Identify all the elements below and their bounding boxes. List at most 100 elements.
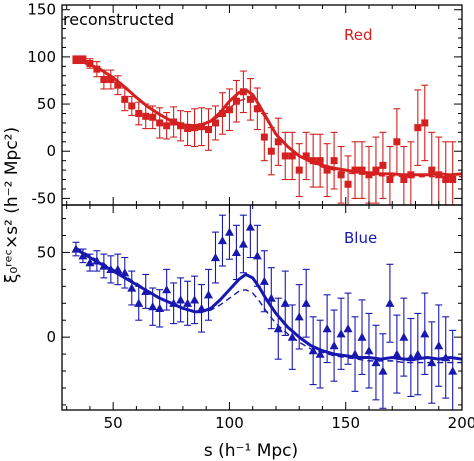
- data-point-1-37: [329, 341, 339, 350]
- data-point-0-7: [121, 95, 129, 103]
- data-point-1-33: [301, 298, 311, 307]
- x-tick-label: 50: [104, 414, 123, 432]
- data-point-0-26: [253, 105, 261, 113]
- data-point-0-45: [386, 176, 394, 184]
- y-tick-label: 0: [46, 142, 56, 160]
- data-point-1-40: [350, 349, 360, 358]
- data-point-0-2: [86, 59, 94, 67]
- data-point-1-42: [364, 346, 374, 355]
- data-point-0-20: [211, 119, 219, 127]
- data-point-0-16: [184, 125, 192, 133]
- data-point-1-26: [252, 251, 262, 260]
- data-point-0-44: [379, 161, 387, 169]
- data-point-1-38: [336, 329, 346, 338]
- data-point-0-15: [177, 122, 185, 130]
- data-point-1-18: [197, 303, 207, 312]
- series-label-red: Red: [344, 26, 373, 44]
- data-point-1-48: [406, 352, 416, 362]
- data-point-1-13: [162, 285, 172, 294]
- data-point-0-49: [414, 124, 422, 132]
- data-point-1-9: [134, 298, 144, 307]
- data-point-1-44: [378, 366, 388, 375]
- data-point-1-32: [294, 312, 304, 321]
- data-point-1-12: [155, 303, 165, 312]
- data-point-0-25: [246, 95, 254, 103]
- plot-area-0: [72, 55, 462, 205]
- data-point-1-25: [245, 222, 255, 231]
- data-point-1-50: [420, 329, 430, 338]
- data-point-0-43: [372, 166, 380, 174]
- data-point-1-11: [148, 302, 158, 311]
- data-point-1-8: [127, 283, 137, 292]
- data-point-1-4: [99, 261, 109, 270]
- data-point-0-14: [170, 118, 178, 126]
- panel-frame-1: [61, 204, 463, 411]
- reconstructed-annotation: reconstructed: [63, 10, 174, 29]
- data-point-0-18: [198, 123, 206, 131]
- data-point-0-40: [351, 166, 359, 174]
- data-point-0-21: [218, 109, 226, 117]
- data-point-1-52: [434, 341, 444, 350]
- y-tick-label: 50: [37, 243, 56, 261]
- data-point-0-53: [442, 176, 450, 184]
- data-point-0-50: [421, 119, 429, 127]
- data-point-1-36: [322, 324, 332, 333]
- data-point-1-34: [308, 346, 318, 355]
- data-point-0-0: [72, 56, 80, 64]
- data-point-1-19: [204, 290, 214, 299]
- data-point-0-4: [100, 76, 108, 84]
- data-point-0-19: [205, 126, 213, 134]
- data-point-1-20: [210, 253, 220, 262]
- data-point-1-35: [315, 349, 325, 358]
- data-point-1-30: [280, 298, 290, 307]
- data-point-1-3: [92, 256, 102, 265]
- data-point-0-42: [365, 171, 373, 179]
- data-point-1-43: [371, 358, 381, 367]
- data-point-1-7: [120, 268, 130, 277]
- panel-bottom-blue: 50 100 150 200 0 50: [37, 204, 474, 432]
- data-point-0-22: [225, 106, 233, 114]
- data-point-1-22: [224, 227, 234, 236]
- data-point-0-39: [344, 180, 352, 188]
- data-point-0-54: [449, 176, 457, 184]
- data-point-1-1: [78, 251, 88, 260]
- x-tick-label: 200: [448, 414, 474, 432]
- y-tick-label: 50: [37, 95, 56, 113]
- data-point-0-9: [135, 109, 143, 117]
- data-point-0-52: [435, 171, 443, 179]
- data-point-1-46: [392, 349, 402, 358]
- data-point-0-1: [79, 56, 87, 64]
- data-point-1-53: [441, 352, 451, 362]
- data-point-0-34: [309, 157, 317, 165]
- data-point-0-41: [358, 166, 366, 174]
- data-point-1-27: [259, 276, 269, 285]
- data-point-1-41: [357, 332, 367, 341]
- data-point-0-17: [191, 124, 199, 132]
- plot-area-1: [71, 205, 462, 410]
- x-axis-label: s (h⁻¹ Mpc): [204, 441, 298, 461]
- panel-top-red: 0 50 100 150 -50: [27, 1, 463, 207]
- data-point-0-8: [128, 102, 136, 110]
- data-point-1-6: [113, 264, 123, 273]
- data-point-1-5: [106, 264, 116, 273]
- data-point-0-24: [239, 88, 247, 96]
- data-point-0-31: [288, 152, 296, 160]
- data-point-1-29: [273, 324, 283, 333]
- data-point-1-47: [399, 332, 409, 341]
- data-point-0-37: [330, 157, 338, 165]
- data-point-0-29: [274, 138, 282, 146]
- data-point-0-12: [156, 119, 164, 127]
- y-axis-label: ξ₀ʳᵉᶜ×s² (h⁻² Mpc²): [2, 127, 22, 283]
- data-point-0-13: [163, 122, 171, 130]
- data-point-0-23: [232, 97, 240, 105]
- data-point-1-2: [85, 258, 95, 267]
- data-point-1-16: [183, 298, 193, 307]
- data-point-0-48: [407, 171, 415, 179]
- series-label-blue: Blue: [344, 229, 377, 247]
- data-point-1-15: [176, 295, 186, 304]
- y-tick-label: 0: [46, 328, 56, 346]
- data-point-0-3: [93, 65, 101, 73]
- data-point-1-31: [287, 332, 297, 341]
